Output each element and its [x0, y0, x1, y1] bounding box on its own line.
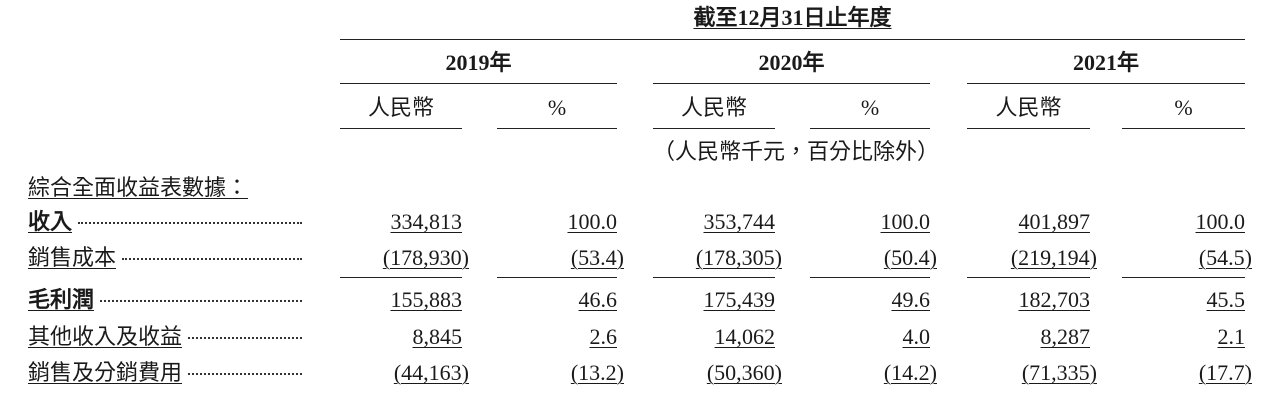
cell-value: (14.2) — [883, 360, 937, 385]
column-rule — [653, 128, 775, 129]
dot-leader — [78, 222, 302, 224]
subtotal-rule — [497, 277, 617, 278]
cell-value: (219,194) — [1010, 245, 1097, 270]
year-rule — [967, 83, 1245, 84]
cell-value: (71,335) — [1021, 360, 1097, 385]
cell-value: 8,287 — [1040, 324, 1091, 349]
column-header: 人民幣 — [367, 95, 434, 120]
column-header: 人民幣 — [995, 95, 1062, 120]
column-header: % — [860, 95, 880, 120]
column-header: 人民幣 — [680, 95, 747, 120]
dot-leader — [188, 373, 302, 375]
cell-value: (54.5) — [1198, 245, 1252, 270]
column-rule — [497, 128, 617, 129]
cell-value: (50,360) — [706, 360, 782, 385]
year-rule — [340, 83, 617, 84]
cell-value: 4.0 — [902, 324, 931, 349]
row-label: 毛利潤 — [28, 287, 302, 313]
cell-value: (44,163) — [393, 360, 469, 385]
header-rule — [340, 39, 1245, 40]
dot-leader — [122, 258, 302, 260]
year-header: 2019年 — [445, 50, 512, 75]
period-title: 截至12月31日止年度 — [693, 5, 892, 30]
cell-value: 46.6 — [578, 287, 618, 312]
cell-value: 401,897 — [1018, 209, 1091, 234]
column-rule — [810, 128, 930, 129]
row-label: 收入 — [28, 209, 302, 235]
cell-value: (50.4) — [883, 245, 937, 270]
cell-value: 334,813 — [390, 209, 463, 234]
cell-value: 8,845 — [412, 324, 463, 349]
cell-value: (178,930) — [382, 245, 469, 270]
row-label-text: 銷售及分銷費用 — [28, 360, 183, 385]
subtotal-rule — [967, 277, 1090, 278]
cell-value: 175,439 — [703, 287, 776, 312]
column-rule — [1122, 128, 1245, 129]
subtotal-rule — [653, 277, 775, 278]
column-rule — [340, 128, 462, 129]
cell-value: (178,305) — [695, 245, 782, 270]
row-label-text: 毛利潤 — [28, 287, 95, 312]
subtotal-rule — [1122, 277, 1245, 278]
cell-value: 2.1 — [1217, 324, 1246, 349]
row-label: 銷售及分銷費用 — [28, 360, 302, 386]
cell-value: 45.5 — [1206, 287, 1246, 312]
row-label-text: 銷售成本 — [28, 245, 117, 270]
year-header: 2021年 — [1072, 50, 1139, 75]
dot-leader — [188, 337, 302, 339]
cell-value: 182,703 — [1018, 287, 1091, 312]
column-rule — [967, 128, 1090, 129]
cell-value: 2.6 — [589, 324, 618, 349]
cell-value: (17.7) — [1198, 360, 1252, 385]
unit-note: （人民幣千元，百分比除外） — [653, 139, 940, 164]
cell-value: (53.4) — [570, 245, 624, 270]
dot-leader — [100, 300, 302, 302]
cell-value: 155,883 — [390, 287, 463, 312]
cell-value: 353,744 — [703, 209, 776, 234]
column-header: % — [547, 95, 567, 120]
subtotal-rule — [340, 277, 462, 278]
cell-value: 100.0 — [1195, 209, 1246, 234]
section-title: 綜合全面收益表數據： — [28, 175, 249, 200]
cell-value: 14,062 — [714, 324, 776, 349]
cell-value: (13.2) — [570, 360, 624, 385]
cell-value: 49.6 — [891, 287, 931, 312]
column-header: % — [1174, 95, 1193, 120]
year-rule — [653, 83, 930, 84]
cell-value: 100.0 — [567, 209, 618, 234]
row-label: 其他收入及收益 — [28, 324, 302, 350]
row-label-text: 收入 — [28, 209, 73, 234]
year-header: 2020年 — [758, 50, 825, 75]
row-label-text: 其他收入及收益 — [28, 324, 183, 349]
subtotal-rule — [810, 277, 930, 278]
row-label: 銷售成本 — [28, 245, 302, 271]
cell-value: 100.0 — [880, 209, 931, 234]
